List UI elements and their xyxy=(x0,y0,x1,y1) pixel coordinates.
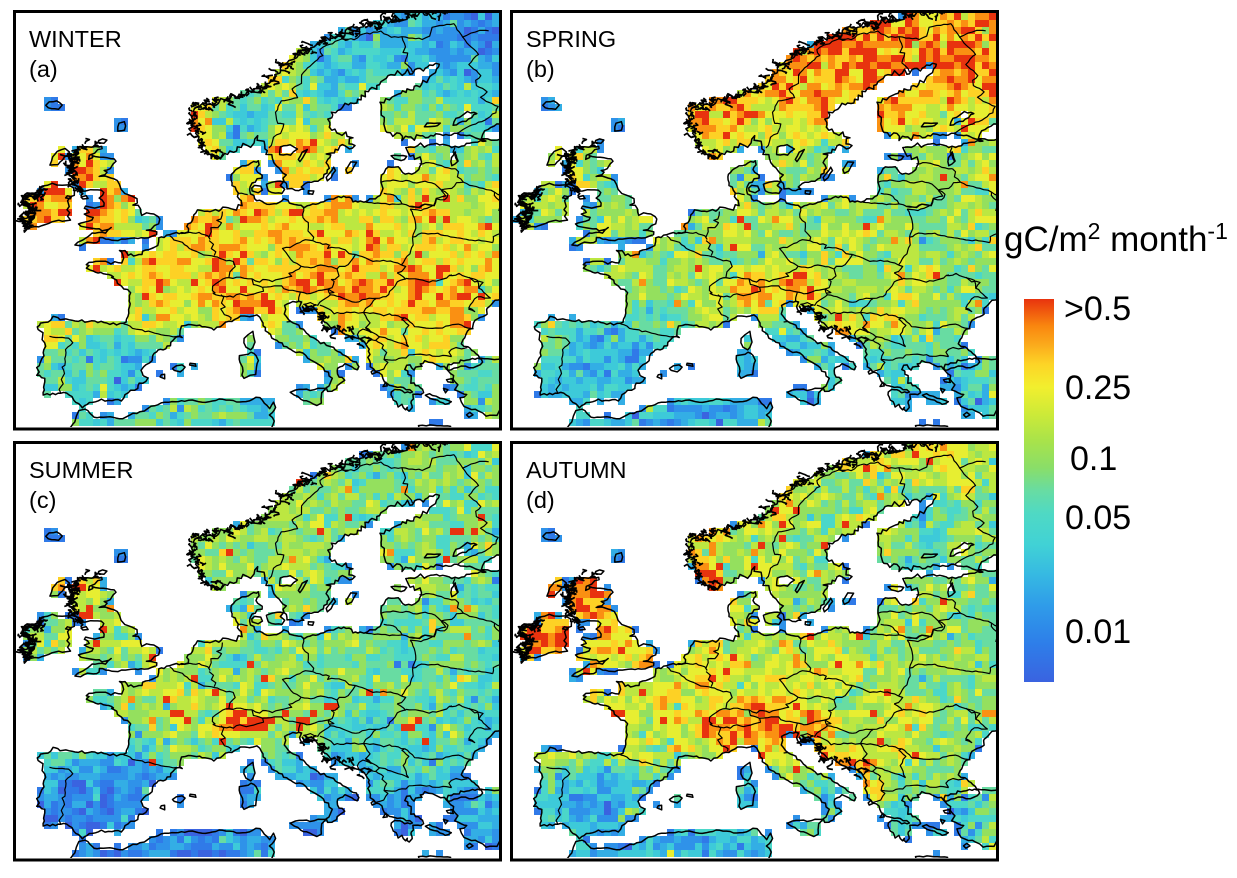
svg-text:(d): (d) xyxy=(526,487,555,513)
svg-text:0.01: 0.01 xyxy=(1065,613,1131,651)
svg-text:0.1: 0.1 xyxy=(1070,440,1117,478)
svg-text:(a): (a) xyxy=(29,56,58,82)
svg-text:0.05: 0.05 xyxy=(1065,499,1131,537)
svg-text:>0.5: >0.5 xyxy=(1064,290,1131,328)
svg-text:0.25: 0.25 xyxy=(1065,369,1131,407)
svg-text:AUTUMN: AUTUMN xyxy=(526,457,627,483)
svg-text:SUMMER: SUMMER xyxy=(29,457,133,483)
svg-text:WINTER: WINTER xyxy=(29,26,122,52)
svg-text:SPRING: SPRING xyxy=(526,26,616,52)
svg-text:gC/m2 month-1: gC/m2 month-1 xyxy=(1004,218,1228,259)
svg-text:(b): (b) xyxy=(526,56,555,82)
svg-text:(c): (c) xyxy=(29,487,56,513)
